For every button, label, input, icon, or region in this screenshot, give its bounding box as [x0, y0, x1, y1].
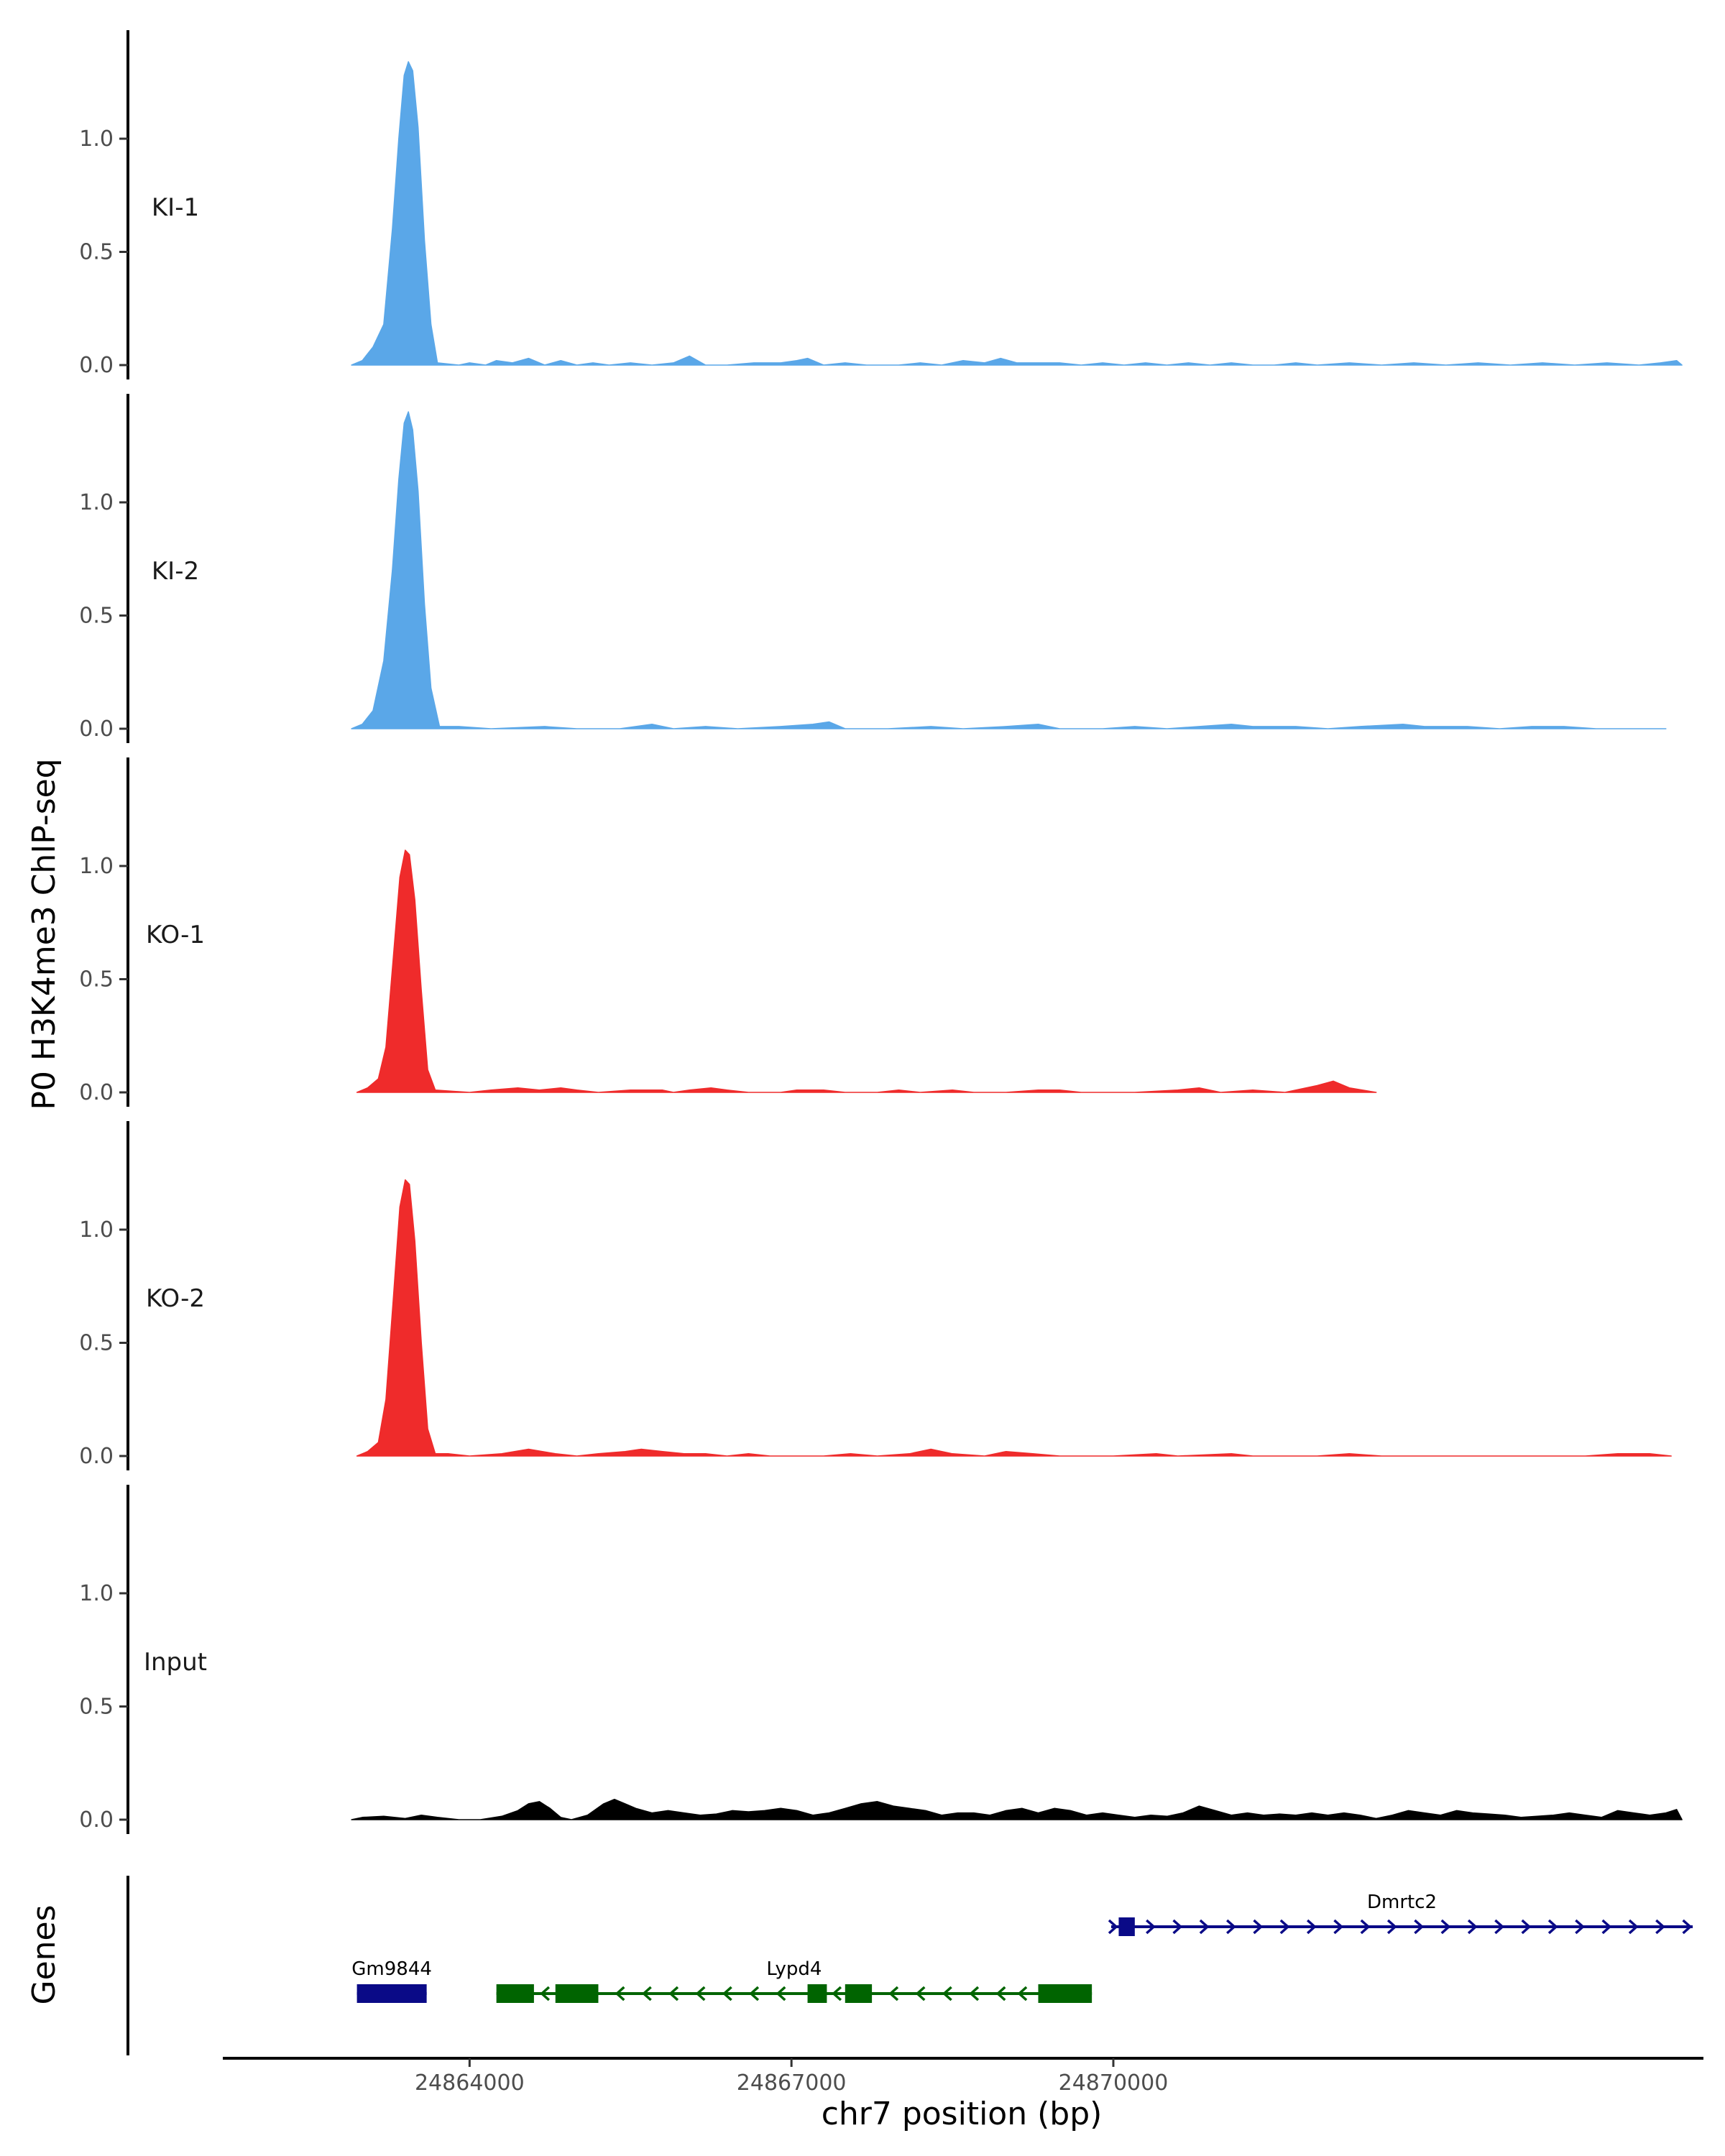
strand-arrow: [1226, 1919, 1236, 1935]
strand-arrow: [1279, 1919, 1290, 1935]
strand-arrow: [1547, 1919, 1558, 1935]
y-tick-label: 0.0: [79, 1807, 114, 1833]
y-tick-label: 1.0: [79, 854, 114, 879]
track-label: Input: [144, 1648, 207, 1677]
strand-arrow: [1360, 1919, 1371, 1935]
strand-arrow: [1172, 1919, 1183, 1935]
strand-arrow: [668, 1986, 679, 2001]
strand-arrow: [1146, 1919, 1156, 1935]
genes-axis-title: Genes: [26, 1904, 63, 2004]
strand-arrow: [1017, 1986, 1028, 2001]
gene-dmrtc2: Dmrtc2: [1108, 1892, 1693, 1936]
strand-arrow: [1467, 1919, 1478, 1935]
y-tick-label: 0.5: [79, 1331, 114, 1356]
strand-arrow: [995, 1986, 1006, 2001]
strand-arrow: [722, 1986, 732, 2001]
y-tick-label: 0.0: [79, 353, 114, 378]
gene-name-label: Lypd4: [766, 1958, 822, 1980]
strand-arrow: [1521, 1919, 1532, 1935]
strand-arrow: [915, 1986, 926, 2001]
y-tick-label: 1.0: [79, 126, 114, 152]
gene-exon: [356, 1984, 427, 2003]
strand-arrow: [1333, 1919, 1344, 1935]
gene-name-label: Dmrtc2: [1367, 1892, 1437, 1913]
gene-exon: [1118, 1917, 1135, 1936]
signal-tracks: 0.00.51.0KI-10.00.51.0KI-20.00.51.0KO-10…: [79, 30, 1683, 1834]
strand-arrow: [1199, 1919, 1210, 1935]
y-tick-label: 0.5: [79, 604, 114, 629]
strand-arrow: [1306, 1919, 1317, 1935]
strand-arrow: [1655, 1919, 1665, 1935]
gene-exon: [496, 1984, 534, 2003]
strand-arrow: [1628, 1919, 1639, 1935]
strand-arrow: [1575, 1919, 1585, 1935]
y-tick-label: 0.0: [79, 717, 114, 742]
y-tick-label: 0.5: [79, 240, 114, 265]
signal-area-ki-1: [351, 61, 1683, 366]
y-tick-label: 1.0: [79, 1581, 114, 1606]
x-axis: 24864000 24867000 24870000: [223, 2057, 1703, 2096]
y-tick-label: 0.0: [79, 1444, 114, 1469]
strand-arrow: [942, 1986, 952, 2001]
track-ki-1: 0.0 0.5 1.0 KI-1: [79, 30, 1683, 379]
y-tick-label: 1.0: [79, 1217, 114, 1243]
x-tick-label: 24867000: [737, 2070, 847, 2096]
x-tick-label: 24864000: [415, 2070, 525, 2096]
y-tick-label: 0.0: [79, 1080, 114, 1105]
signal-area-ko-2: [356, 1179, 1672, 1457]
strand-arrow: [1108, 1919, 1118, 1935]
track-ko-1: 0.0 0.5 1.0 KO-1: [79, 757, 1377, 1107]
track-ko-2: 0.0 0.5 1.0 KO-2: [79, 1121, 1672, 1470]
strand-arrow: [888, 1986, 899, 2001]
signal-area-ki-2: [351, 411, 1667, 729]
y-axis-title: P0 H3K4me3 ChIP-seq: [26, 758, 63, 1110]
track-input: 0.0 0.5 1.0 Input: [79, 1485, 1683, 1834]
track-label: KO-1: [146, 921, 205, 949]
strand-arrow: [695, 1986, 706, 2001]
strand-arrow: [832, 1986, 842, 2001]
genes-panel: Gm9844 Lypd4 Dmrtc2: [126, 1876, 1693, 2055]
y-tick-label: 1.0: [79, 490, 114, 515]
strand-arrow: [1682, 1919, 1693, 1935]
strand-arrow: [1386, 1919, 1397, 1935]
gene-exon: [1038, 1984, 1092, 2003]
strand-arrow: [1414, 1919, 1425, 1935]
gene-gm9844: Gm9844: [351, 1958, 432, 2003]
track-ki-2: 0.0 0.5 1.0 KI-2: [79, 394, 1667, 743]
x-tick-label: 24870000: [1059, 2070, 1169, 2096]
gene-name-label: Gm9844: [351, 1958, 432, 1980]
gene-lypd4: Lypd4: [496, 1958, 1092, 2003]
strand-arrow: [776, 1986, 786, 2001]
x-axis-title: chr7 position (bp): [822, 2096, 1103, 2132]
strand-arrow: [615, 1986, 625, 2001]
strand-arrow: [1601, 1919, 1612, 1935]
signal-area-ko-1: [356, 849, 1377, 1093]
track-label: KI-2: [152, 557, 199, 586]
signal-area-input: [351, 1798, 1683, 1820]
strand-arrow: [1440, 1919, 1451, 1935]
strand-arrow: [540, 1986, 550, 2001]
strand-arrow: [1253, 1919, 1264, 1935]
y-tick-label: 0.5: [79, 1695, 114, 1720]
strand-arrow: [642, 1986, 652, 2001]
gene-exon: [807, 1984, 827, 2003]
track-label: KI-1: [152, 193, 199, 222]
strand-arrow: [1494, 1919, 1504, 1935]
y-tick-label: 0.5: [79, 967, 114, 992]
strand-arrow: [969, 1986, 980, 2001]
track-label: KO-2: [146, 1284, 205, 1313]
strand-arrow: [749, 1986, 760, 2001]
gene-exon: [845, 1984, 873, 2003]
gene-exon: [555, 1984, 599, 2003]
